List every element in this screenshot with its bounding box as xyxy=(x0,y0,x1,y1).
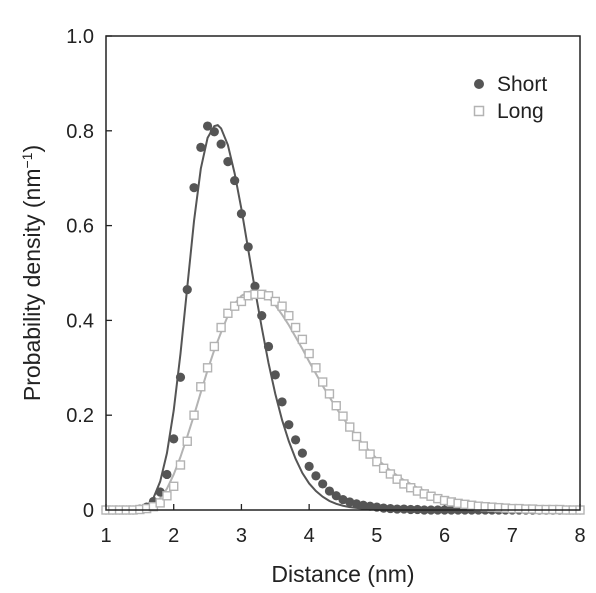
data-point-short xyxy=(297,448,307,458)
data-point-long xyxy=(263,291,274,301)
data-point-short xyxy=(392,504,402,514)
y-tick-label: 0.6 xyxy=(66,216,94,238)
x-tick-label: 4 xyxy=(304,525,315,547)
data-point-short xyxy=(291,435,301,445)
data-point-long xyxy=(365,449,375,459)
data-point-short xyxy=(202,121,213,131)
data-point-short xyxy=(399,504,409,514)
x-tick-label: 3 xyxy=(236,525,247,547)
data-point-long xyxy=(331,401,341,411)
data-point-short xyxy=(162,469,172,480)
data-point-long xyxy=(311,363,321,373)
data-point-short xyxy=(189,183,199,193)
legend-marker-short xyxy=(474,79,484,89)
data-point-long xyxy=(155,498,165,508)
data-point-short xyxy=(243,242,253,252)
data-point-short xyxy=(318,479,328,489)
data-point-short xyxy=(385,503,395,514)
data-point-short xyxy=(304,461,314,471)
tick-labels: 1 2 3 4 5 6 7 8 0 0.2 0.4 0.6 0.8 1.0 xyxy=(66,26,585,547)
data-point-long xyxy=(378,463,389,473)
data-point-long xyxy=(372,456,382,467)
data-point-short xyxy=(311,471,321,481)
y-tick-label: 0.8 xyxy=(66,121,94,143)
data-point-long xyxy=(338,411,348,421)
data-point-long xyxy=(290,322,301,333)
fit-line-long xyxy=(105,289,581,511)
data-point-short xyxy=(270,370,280,380)
x-tick-label: 2 xyxy=(168,525,179,547)
data-point-short xyxy=(324,486,335,496)
x-axis-title: Distance (nm) xyxy=(271,561,414,587)
data-point-short xyxy=(263,341,274,352)
data-point-long xyxy=(277,301,287,311)
data-point-short xyxy=(250,281,260,291)
data-point-short xyxy=(331,491,341,501)
fit-line-short xyxy=(106,123,580,511)
data-point-long xyxy=(236,296,247,307)
data-point-long xyxy=(162,491,172,501)
data-point-short xyxy=(284,420,294,430)
data-point-short xyxy=(175,372,186,382)
data-point-short xyxy=(182,284,192,295)
data-point-long xyxy=(182,436,192,446)
data-point-short xyxy=(230,175,240,186)
x-tick-label: 6 xyxy=(439,525,450,547)
y-axis-title-base: Probability density (nm xyxy=(19,168,45,401)
y-tick-label: 0 xyxy=(83,500,94,522)
data-point-short xyxy=(216,139,226,149)
data-point-long xyxy=(202,363,213,373)
data-point-long xyxy=(209,341,220,352)
data-point-short xyxy=(365,501,375,511)
data-point-long xyxy=(392,474,402,484)
legend: Short Long xyxy=(473,73,547,123)
data-point-long xyxy=(297,334,308,345)
data-point-long xyxy=(270,296,280,307)
data-point-long xyxy=(385,469,396,479)
y-tick-label: 0.4 xyxy=(66,310,94,332)
data-point-long xyxy=(216,322,226,333)
data-point-short xyxy=(277,397,287,407)
fit-lines xyxy=(105,123,581,511)
data-point-short xyxy=(196,142,206,152)
data-point-long xyxy=(284,310,294,321)
data-point-short xyxy=(358,500,368,510)
data-point-long xyxy=(223,308,233,318)
data-point-long xyxy=(304,348,314,359)
data-point-long xyxy=(196,382,206,392)
y-tick-label: 1.0 xyxy=(66,26,94,48)
data-point-long xyxy=(324,389,335,399)
plot-frame xyxy=(105,35,581,511)
y-tick-label: 0.2 xyxy=(66,405,94,427)
x-tick-label: 5 xyxy=(371,525,382,547)
data-markers xyxy=(101,121,585,515)
data-point-long xyxy=(358,441,369,451)
data-point-short xyxy=(209,127,219,137)
data-point-long xyxy=(229,301,240,311)
legend-label-long: Long xyxy=(497,100,544,123)
data-point-long xyxy=(317,377,328,387)
y-axis-title-close: ) xyxy=(19,145,45,153)
x-tick-label: 8 xyxy=(574,525,585,547)
data-point-long xyxy=(175,460,186,470)
y-axis-title-sup: −1 xyxy=(19,152,35,168)
legend-label-short: Short xyxy=(497,73,547,96)
data-point-long xyxy=(345,422,355,432)
data-point-long xyxy=(169,481,179,491)
data-point-short xyxy=(257,311,267,321)
data-point-long xyxy=(189,410,199,420)
y-axis-title: Probability density (nm−1) xyxy=(19,145,45,401)
x-tick-label: 7 xyxy=(507,525,518,547)
data-point-long xyxy=(351,431,362,442)
legend-marker-long xyxy=(473,105,485,117)
data-point-short xyxy=(223,157,233,167)
data-point-short xyxy=(236,209,247,219)
x-tick-label: 1 xyxy=(100,525,111,547)
data-point-short xyxy=(169,434,179,444)
